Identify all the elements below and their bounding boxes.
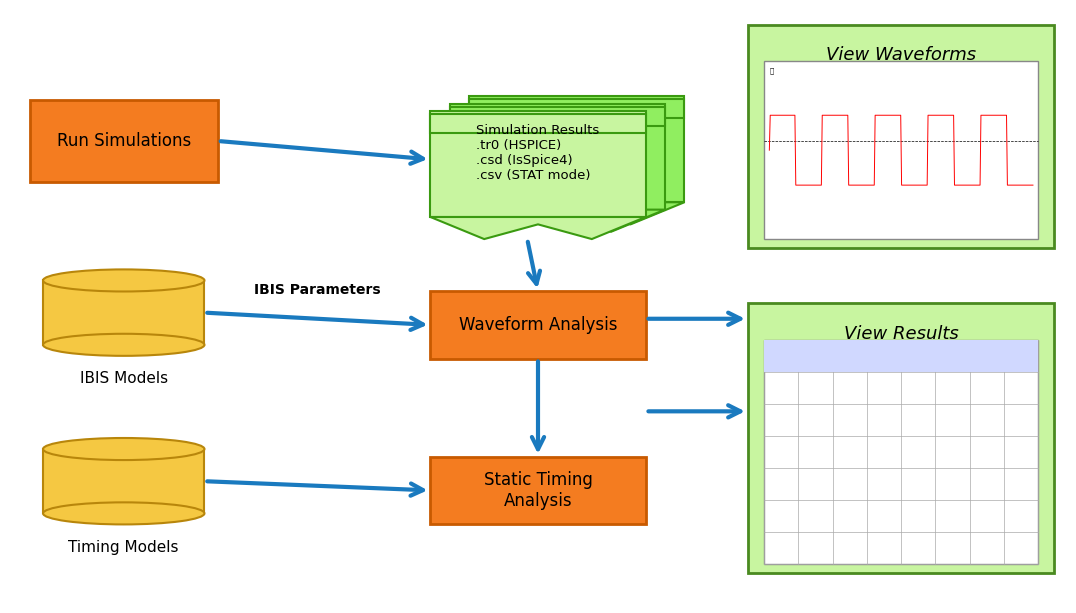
- Bar: [469, 99, 684, 118]
- Text: Simulation Results
.tr0 (HSPICE)
.csd (IsSpice4)
.csv (STAT mode): Simulation Results .tr0 (HSPICE) .csd (I…: [477, 124, 599, 182]
- FancyBboxPatch shape: [764, 61, 1038, 239]
- Text: 🔶: 🔶: [769, 67, 774, 74]
- FancyBboxPatch shape: [748, 303, 1054, 573]
- Ellipse shape: [43, 270, 204, 292]
- Text: Timing Models: Timing Models: [69, 539, 179, 555]
- Ellipse shape: [43, 334, 204, 356]
- FancyBboxPatch shape: [430, 291, 646, 359]
- Polygon shape: [469, 202, 684, 224]
- Polygon shape: [450, 210, 665, 232]
- FancyBboxPatch shape: [30, 100, 217, 183]
- Bar: [430, 111, 646, 217]
- Text: Run Simulations: Run Simulations: [57, 132, 190, 150]
- Bar: [450, 104, 665, 210]
- Text: View Results: View Results: [844, 325, 959, 343]
- Ellipse shape: [43, 503, 204, 525]
- Bar: [43, 449, 204, 514]
- Bar: [764, 340, 1038, 372]
- FancyBboxPatch shape: [764, 340, 1038, 564]
- Bar: [469, 96, 684, 202]
- Text: IBIS Parameters: IBIS Parameters: [254, 283, 381, 297]
- FancyBboxPatch shape: [748, 25, 1054, 248]
- Bar: [430, 114, 646, 133]
- Polygon shape: [430, 217, 646, 239]
- Text: Waveform Analysis: Waveform Analysis: [458, 316, 618, 334]
- Text: IBIS Models: IBIS Models: [80, 371, 168, 386]
- Bar: [450, 107, 665, 126]
- Bar: [43, 281, 204, 345]
- Text: View Waveforms: View Waveforms: [826, 46, 976, 64]
- Text: Static Timing
Analysis: Static Timing Analysis: [483, 471, 593, 510]
- Ellipse shape: [43, 438, 204, 460]
- FancyBboxPatch shape: [430, 457, 646, 524]
